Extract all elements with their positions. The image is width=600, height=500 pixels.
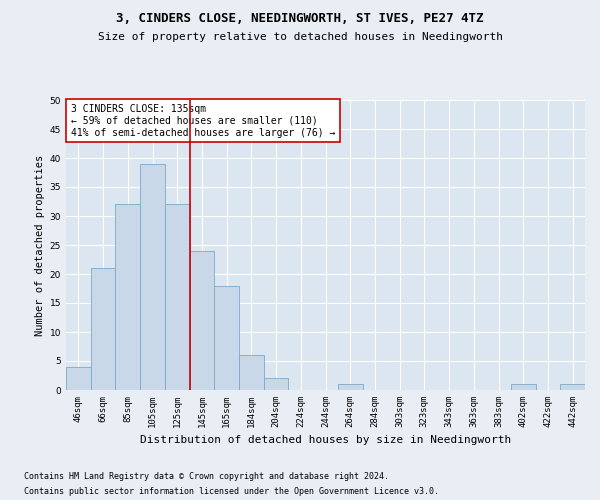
Bar	[264, 378, 289, 390]
X-axis label: Distribution of detached houses by size in Needingworth: Distribution of detached houses by size …	[140, 436, 511, 446]
Bar	[239, 355, 264, 390]
Bar	[214, 286, 239, 390]
Text: 3 CINDERS CLOSE: 135sqm
← 59% of detached houses are smaller (110)
41% of semi-d: 3 CINDERS CLOSE: 135sqm ← 59% of detache…	[71, 104, 335, 138]
Text: 3, CINDERS CLOSE, NEEDINGWORTH, ST IVES, PE27 4TZ: 3, CINDERS CLOSE, NEEDINGWORTH, ST IVES,…	[116, 12, 484, 26]
Bar	[91, 268, 115, 390]
Bar	[190, 251, 214, 390]
Bar	[66, 367, 91, 390]
Text: Size of property relative to detached houses in Needingworth: Size of property relative to detached ho…	[97, 32, 503, 42]
Bar	[511, 384, 536, 390]
Bar	[338, 384, 362, 390]
Bar	[165, 204, 190, 390]
Bar	[115, 204, 140, 390]
Text: Contains HM Land Registry data © Crown copyright and database right 2024.: Contains HM Land Registry data © Crown c…	[24, 472, 389, 481]
Y-axis label: Number of detached properties: Number of detached properties	[35, 154, 46, 336]
Text: Contains public sector information licensed under the Open Government Licence v3: Contains public sector information licen…	[24, 487, 439, 496]
Bar	[560, 384, 585, 390]
Bar	[140, 164, 165, 390]
